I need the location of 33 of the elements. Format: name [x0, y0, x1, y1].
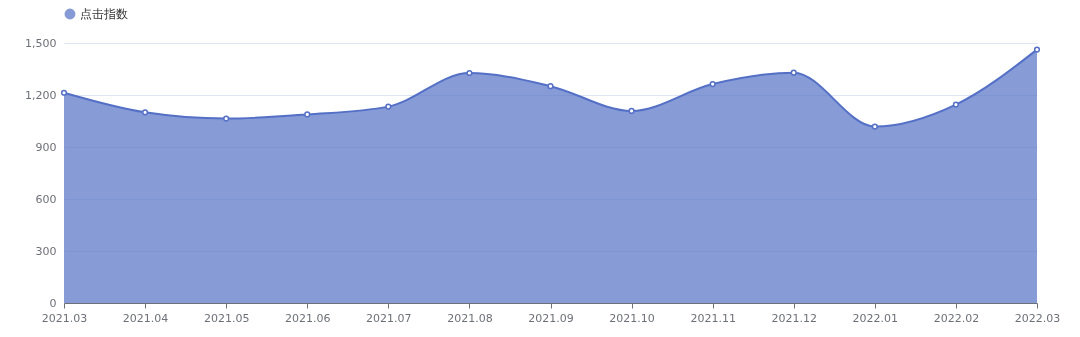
- x-tick-label: 2022.03: [1014, 311, 1061, 325]
- y-tick-label: 1,200: [25, 88, 57, 102]
- x-tick-label: 2021.11: [690, 311, 736, 325]
- point: [385, 103, 392, 110]
- x-tick-label: 2021.03: [41, 311, 88, 325]
- x-tick-label: 2021.06: [285, 311, 331, 325]
- x-tick-label: 2021.08: [447, 311, 493, 325]
- x-tick-label: 2021.05: [203, 311, 250, 325]
- y-tick-label: 0: [49, 296, 57, 310]
- point: [628, 107, 635, 115]
- y-tick-label: 900: [35, 140, 57, 154]
- point: [223, 115, 230, 122]
- x-tick-label: 2021.07: [366, 311, 412, 325]
- point: [709, 80, 716, 88]
- point: [304, 111, 311, 118]
- point: [871, 123, 878, 130]
- x-tick-label: 2021.09: [528, 311, 574, 325]
- point: [60, 89, 68, 96]
- x-tick-label: 2021.12: [771, 311, 817, 325]
- y-tick-label: 1,500: [25, 36, 57, 50]
- point: [952, 101, 960, 108]
- point: [466, 69, 473, 77]
- point: [547, 83, 554, 90]
- x-tick-label: 2021.10: [609, 311, 655, 325]
- y-tick-label: 600: [35, 192, 57, 206]
- x-tick-label: 2022.02: [933, 311, 980, 325]
- point: [1033, 46, 1041, 53]
- legend-label: 点击指数: [80, 7, 128, 21]
- y-tick-label: 300: [35, 244, 57, 258]
- point: [790, 69, 797, 76]
- x-tick-label: 2021.04: [122, 311, 169, 325]
- x-tick-label: 2022.01: [852, 311, 899, 325]
- point: [141, 109, 149, 116]
